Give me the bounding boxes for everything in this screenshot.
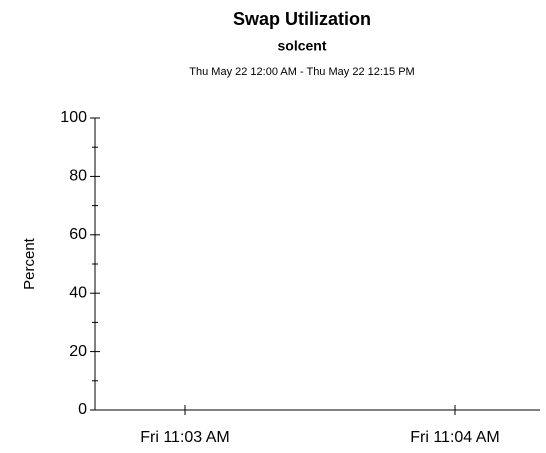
y-tick-label: 20 — [69, 343, 87, 360]
y-tick-label: 0 — [78, 401, 87, 418]
chart-subtitle: solcent — [277, 38, 326, 54]
y-tick-label: 100 — [60, 109, 87, 126]
y-tick-label: 40 — [69, 284, 87, 301]
y-tick-label: 80 — [69, 168, 87, 185]
y-tick-label: 60 — [69, 226, 87, 243]
y-axis-label: Percent — [21, 237, 38, 290]
x-tick-label: Fri 11:03 AM — [140, 429, 230, 446]
chart-title: Swap Utilization — [233, 9, 371, 29]
x-tick-label: Fri 11:04 AM — [410, 429, 500, 446]
date-range: Thu May 22 12:00 AM - Thu May 22 12:15 P… — [189, 66, 414, 78]
